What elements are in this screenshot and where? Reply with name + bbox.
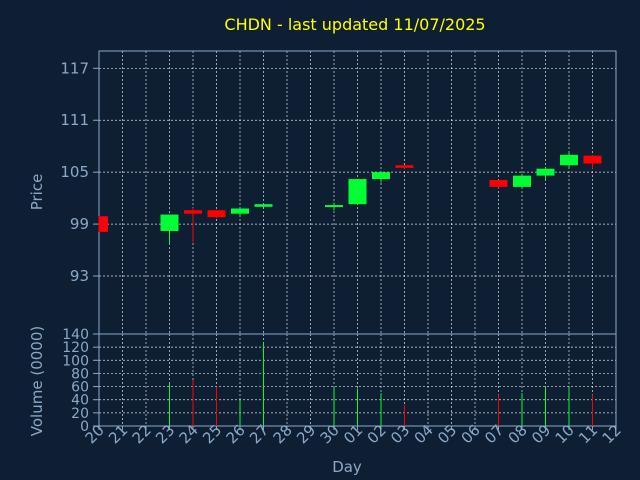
x-tick-label: 23 (152, 421, 178, 447)
candle-body (184, 210, 202, 214)
candle-body (254, 204, 273, 207)
volume-axis-label: Volume (0000) (28, 326, 46, 436)
x-tick-label: 03 (387, 421, 413, 447)
x-tick-label: 21 (105, 421, 131, 447)
price-tick-label: 111 (60, 111, 89, 129)
x-tick-label: 29 (293, 421, 319, 447)
x-tick-label: 10 (552, 421, 578, 447)
candle-body (536, 168, 555, 176)
volume-tick-label: 20 (71, 406, 89, 422)
x-tick-label: 05 (434, 421, 460, 447)
candle-body (207, 210, 226, 218)
candle-body (395, 165, 414, 168)
price-axis-label: Price (28, 174, 46, 211)
volume-tick-label: 40 (71, 393, 89, 409)
x-axis-label: Day (332, 458, 362, 476)
candle-body (489, 179, 508, 187)
x-tick-label: 07 (481, 421, 507, 447)
candle-body (348, 179, 367, 205)
x-tick-label: 11 (575, 421, 601, 447)
x-tick-label: 27 (246, 421, 272, 447)
x-tick-label: 01 (340, 421, 366, 447)
candle-body (560, 154, 578, 166)
candle-body (325, 205, 343, 208)
candle-body (372, 172, 390, 180)
volume-tick-label: 140 (62, 327, 89, 343)
x-tick-label: 25 (199, 421, 225, 447)
x-tick-label: 30 (317, 421, 343, 447)
chart-title: CHDN - last updated 11/07/2025 (224, 15, 485, 34)
price-panel: 93 99 105 111 117 (60, 50, 617, 335)
volume-tick-label: 80 (71, 366, 89, 382)
x-tick-label: 09 (528, 421, 554, 447)
x-tick-label: 22 (129, 421, 155, 447)
volume-tick-label: 100 (62, 353, 89, 369)
volume-tick-label: 60 (71, 380, 89, 396)
price-tick-label: 117 (60, 59, 89, 77)
candle-body (160, 214, 179, 232)
x-tick-label: 28 (270, 421, 296, 447)
x-tick-label: 06 (458, 421, 484, 447)
x-tick-label: 04 (411, 421, 437, 447)
candle-body (99, 216, 108, 232)
price-tick-label: 105 (60, 163, 89, 181)
x-tick-label: 26 (223, 421, 249, 447)
x-tick-label: 12 (599, 421, 625, 447)
candle-body (513, 175, 531, 187)
volume-tick-label: 0 (80, 419, 89, 435)
x-tick-label: 24 (176, 421, 202, 447)
price-tick-label: 99 (70, 215, 89, 233)
x-tick-label: 02 (364, 421, 390, 447)
candle-body (583, 155, 602, 164)
x-tick-label: 08 (505, 421, 531, 447)
candle-body (231, 208, 249, 214)
volume-tick-label: 120 (62, 340, 89, 356)
price-tick-label: 93 (70, 267, 89, 285)
x-axis: 2021222324252627282930010203040506070809… (82, 421, 625, 447)
